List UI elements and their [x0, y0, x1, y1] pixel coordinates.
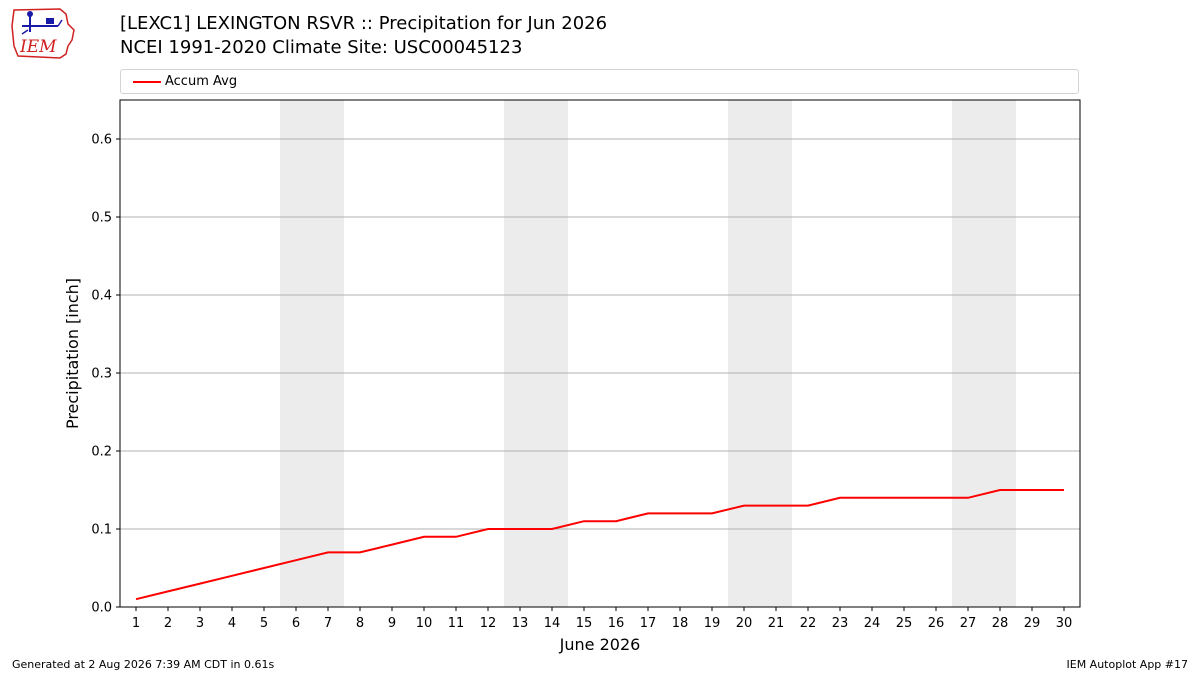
- x-tick-label: 20: [736, 616, 753, 631]
- y-tick-label: 0.6: [91, 133, 112, 148]
- x-tick-label: 12: [480, 616, 497, 631]
- legend-label-accum-avg: Accum Avg: [165, 74, 238, 89]
- x-tick-label: 16: [608, 616, 625, 631]
- x-tick-label: 23: [832, 616, 849, 631]
- plot-frame: [119, 99, 1081, 608]
- x-tick-label: 14: [544, 616, 561, 631]
- x-tick-label: 7: [324, 616, 332, 631]
- weekend-shade-band: [728, 100, 792, 607]
- y-tick-label: 0.4: [91, 289, 112, 304]
- y-tick-label: 0.3: [91, 367, 112, 382]
- x-tick-label: 30: [1056, 616, 1073, 631]
- legend-swatch-accum-avg: [133, 81, 161, 83]
- x-tick-label: 19: [704, 616, 721, 631]
- x-axis-label: June 2026: [559, 635, 641, 654]
- x-tick-label: 10: [416, 616, 433, 631]
- chart-title: [LEXC1] LEXINGTON RSVR :: Precipitation …: [120, 13, 608, 34]
- x-tick-label: 1: [132, 616, 140, 631]
- y-tick-label: 0.1: [91, 523, 112, 538]
- x-tick-label: 4: [228, 616, 236, 631]
- chart-subtitle: NCEI 1991-2020 Climate Site: USC00045123: [120, 37, 523, 58]
- svg-text:IEM: IEM: [19, 37, 57, 57]
- iem-logo-icon: IEM: [11, 8, 75, 59]
- x-tick-label: 29: [1024, 616, 1041, 631]
- x-tick-label: 28: [992, 616, 1009, 631]
- x-tick-label: 8: [356, 616, 364, 631]
- x-tick-label: 15: [576, 616, 593, 631]
- x-tick-label: 27: [960, 616, 977, 631]
- y-tick-label: 0.2: [91, 445, 112, 460]
- x-tick-label: 21: [768, 616, 785, 631]
- x-tick-label: 11: [448, 616, 465, 631]
- x-tick-label: 17: [640, 616, 657, 631]
- y-tick-label: 0.5: [91, 211, 112, 226]
- x-tick-label: 5: [260, 616, 268, 631]
- x-tick-label: 22: [800, 616, 817, 631]
- chart-legend: Accum Avg: [120, 69, 1079, 94]
- generated-timestamp: Generated at 2 Aug 2026 7:39 AM CDT in 0…: [12, 658, 275, 671]
- x-tick-label: 6: [292, 616, 300, 631]
- y-axis-label: Precipitation [inch]: [63, 278, 82, 429]
- weekend-shade-band: [952, 100, 1016, 607]
- x-tick-label: 26: [928, 616, 945, 631]
- x-tick-label: 3: [196, 616, 204, 631]
- x-tick-label: 9: [388, 616, 396, 631]
- series-line-accum-avg: [135, 489, 1064, 601]
- y-tick-label: 0.0: [91, 601, 112, 616]
- x-tick-label: 13: [512, 616, 529, 631]
- x-tick-label: 18: [672, 616, 689, 631]
- app-credit: IEM Autoplot App #17: [1066, 658, 1189, 671]
- weekend-shade-band: [504, 100, 568, 607]
- x-tick-label: 2: [164, 616, 172, 631]
- weekend-shade-band: [280, 100, 344, 607]
- x-tick-label: 24: [864, 616, 881, 631]
- x-tick-label: 25: [896, 616, 913, 631]
